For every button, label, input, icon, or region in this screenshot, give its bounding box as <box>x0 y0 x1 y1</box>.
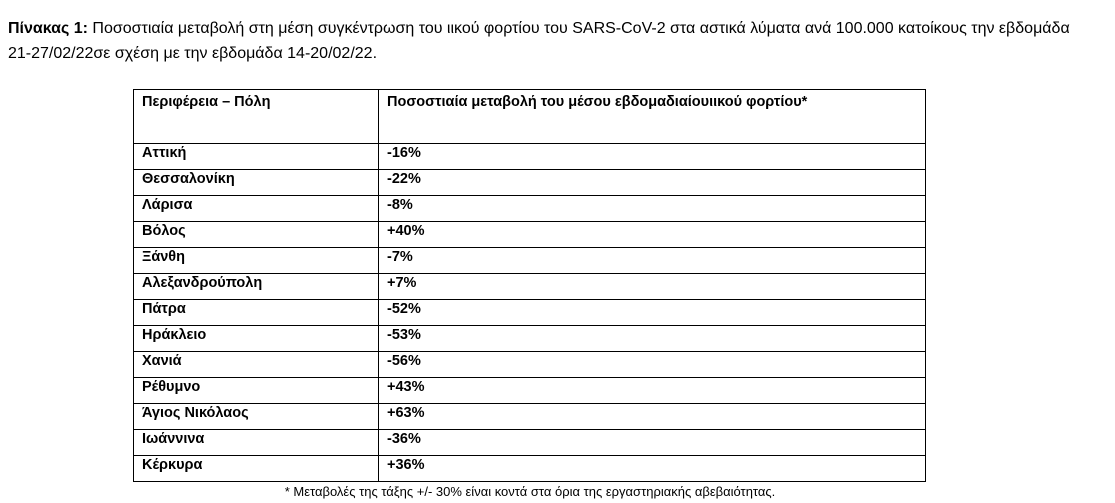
table-row: Βόλος +40% <box>133 221 926 248</box>
table-row: Ηράκλειο -53% <box>133 325 926 352</box>
change-cell: +40% <box>378 221 926 248</box>
change-cell: -36% <box>378 429 926 456</box>
region-cell: Ηράκλειο <box>133 325 379 352</box>
footnote: * Μεταβολές της τάξης +/- 30% είναι κοντ… <box>284 484 776 499</box>
table-row: Θεσσαλονίκη -22% <box>133 169 926 196</box>
change-cell: -56% <box>378 351 926 378</box>
region-cell: Πάτρα <box>133 299 379 326</box>
header-row: Περιφέρεια – Πόλη Ποσοστιαία μεταβολή το… <box>133 89 926 144</box>
change-cell: +7% <box>378 273 926 300</box>
table-row: Ρέθυμνο +43% <box>133 377 926 404</box>
table-row: Χανιά -56% <box>133 351 926 378</box>
table-row: Αλεξανδρούπολη +7% <box>133 273 926 300</box>
region-cell: Άγιος Νικόλαος <box>133 403 379 430</box>
caption-text: Ποσοστιαία μεταβολή στη μέση συγκέντρωση… <box>8 20 1070 62</box>
change-cell: -16% <box>378 143 926 170</box>
caption: Πίνακας 1: Ποσοστιαία μεταβολή στη μέση … <box>8 16 1083 66</box>
table-row: Άγιος Νικόλαος +63% <box>133 403 926 430</box>
change-cell: -7% <box>378 247 926 274</box>
change-cell: -8% <box>378 195 926 222</box>
caption-label: Πίνακας 1: <box>8 20 88 37</box>
header-cell: Ποσοστιαία μεταβολή του μέσου εβδομαδιαί… <box>378 89 926 144</box>
table-row: Αττική -16% <box>133 143 926 170</box>
region-cell: Ξάνθη <box>133 247 379 274</box>
table-row: Λάρισα -8% <box>133 195 926 222</box>
header-cell: Περιφέρεια – Πόλη <box>133 89 379 144</box>
table: Περιφέρεια – Πόλη Ποσοστιαία μεταβολή το… <box>133 89 926 482</box>
table-header: Περιφέρεια – Πόλη Ποσοστιαία μεταβολή το… <box>133 89 926 144</box>
region-cell: Λάρισα <box>133 195 379 222</box>
change-cell: +43% <box>378 377 926 404</box>
table-row: Ξάνθη -7% <box>133 247 926 274</box>
region-cell: Χανιά <box>133 351 379 378</box>
region-cell: Κέρκυρα <box>133 455 379 482</box>
region-cell: Ιωάννινα <box>133 429 379 456</box>
table-body: Αττική -16% Θεσσαλονίκη -22% Λάρισα -8% Βόλος +… <box>133 143 926 482</box>
table-row: Ιωάννινα -36% <box>133 429 926 456</box>
region-cell: Θεσσαλονίκη <box>133 169 379 196</box>
table-row: Κέρκυρα +36% <box>133 455 926 482</box>
change-cell: +63% <box>378 403 926 430</box>
region-cell: Αττική <box>133 143 379 170</box>
change-cell: -53% <box>378 325 926 352</box>
region-cell: Αλεξανδρούπολη <box>133 273 379 300</box>
region-cell: Βόλος <box>133 221 379 248</box>
table-row: Πάτρα -52% <box>133 299 926 326</box>
change-cell: +36% <box>378 455 926 482</box>
change-cell: -22% <box>378 169 926 196</box>
change-cell: -52% <box>378 299 926 326</box>
region-cell: Ρέθυμνο <box>133 377 379 404</box>
